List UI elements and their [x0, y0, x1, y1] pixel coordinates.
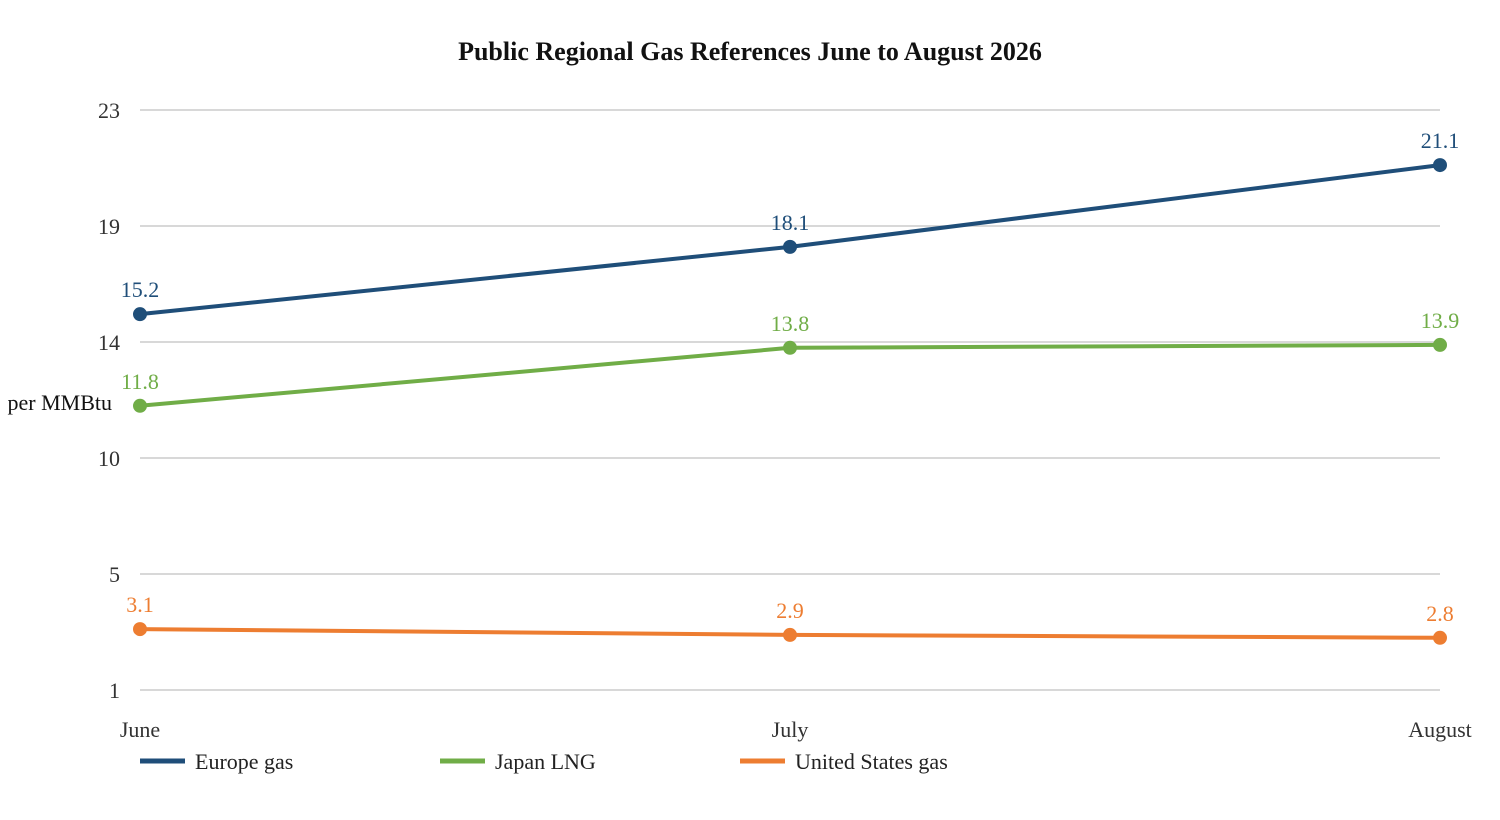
chart-title: Public Regional Gas References June to A… [458, 37, 1042, 66]
data-label: 11.8 [121, 369, 159, 394]
data-point [133, 398, 147, 413]
x-axis-ticks: June July August [120, 717, 1472, 742]
y-tick-label: 5 [109, 562, 120, 587]
data-point [1433, 158, 1447, 173]
legend-label: Japan LNG [495, 749, 596, 774]
x-tick-label: June [120, 717, 160, 742]
y-tick-label: 1 [109, 678, 120, 703]
series-line [139, 163, 1441, 317]
data-label: 15.2 [121, 277, 160, 302]
y-axis-ticks: 1 5 10 14 19 23 [98, 98, 120, 703]
series-japan-lng: 11.8 13.8 13.9 [121, 308, 1459, 413]
data-point [133, 307, 147, 322]
legend-item: Europe gas [140, 749, 293, 774]
legend: Europe gas Japan LNG United States gas [140, 749, 948, 774]
y-tick-label: 23 [98, 98, 120, 123]
data-label: 13.9 [1421, 308, 1460, 333]
data-point [133, 622, 147, 637]
x-tick-label: August [1408, 717, 1472, 742]
series-united-states-gas: 3.1 2.9 2.8 [126, 592, 1454, 645]
y-axis-label: per MMBtu [8, 390, 113, 415]
data-label: 13.8 [771, 311, 810, 336]
data-point [1433, 337, 1447, 352]
data-label: 2.9 [776, 598, 804, 623]
data-label: 2.8 [1426, 601, 1454, 626]
y-tick-label: 19 [98, 214, 120, 239]
data-label: 21.1 [1421, 128, 1460, 153]
legend-label: Europe gas [195, 749, 293, 774]
data-point [783, 239, 797, 254]
y-tick-label: 10 [98, 446, 120, 471]
data-label: 18.1 [771, 210, 810, 235]
data-point [783, 627, 797, 642]
y-tick-label: 14 [98, 330, 120, 355]
data-point [783, 340, 797, 355]
data-point [1433, 630, 1447, 645]
gridlines [140, 109, 1440, 691]
series-europe-gas: 15.2 18.1 21.1 [121, 128, 1460, 322]
series: 15.2 18.1 21.1 11.8 13.8 13.9 3.1 2.9 2.8 [121, 128, 1460, 645]
data-label: 3.1 [126, 592, 154, 617]
legend-label: United States gas [795, 749, 948, 774]
legend-item: Japan LNG [440, 749, 596, 774]
legend-item: United States gas [740, 749, 948, 774]
x-tick-label: July [772, 717, 809, 742]
